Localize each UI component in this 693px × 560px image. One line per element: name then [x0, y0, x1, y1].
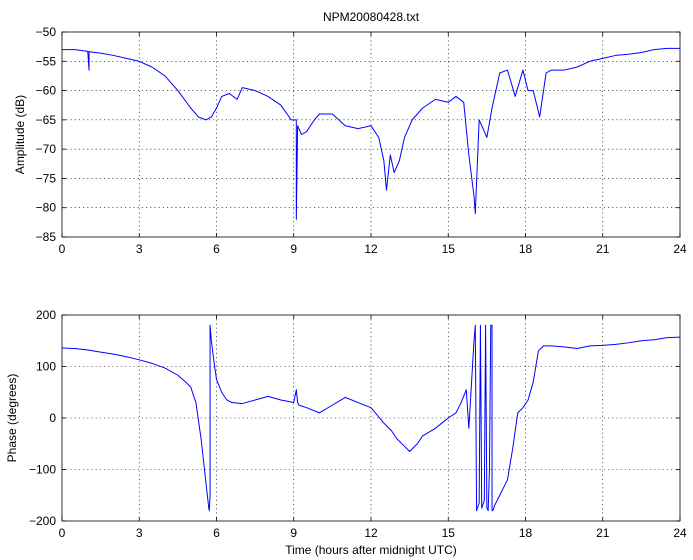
- series-line: [61, 324, 681, 512]
- x-tick-label: 12: [364, 526, 378, 540]
- x-tick-label: 0: [59, 526, 66, 540]
- y-tick-label: −80: [36, 201, 57, 215]
- y-tick-label: 200: [36, 308, 56, 322]
- x-tick-label: 18: [519, 526, 533, 540]
- x-tick-label: 18: [519, 242, 533, 256]
- y-tick-label: −200: [29, 514, 56, 528]
- x-tick-label: 24: [673, 526, 687, 540]
- x-tick-label: 9: [290, 526, 297, 540]
- x-axis-label: Time (hours after midnight UTC): [285, 543, 457, 557]
- x-tick-label: 21: [596, 242, 610, 256]
- x-tick-label: 15: [442, 526, 456, 540]
- x-tick-label: 6: [213, 526, 220, 540]
- x-tick-label: 24: [673, 242, 687, 256]
- y-tick-label: −85: [36, 230, 57, 244]
- y-tick-label: −100: [29, 463, 56, 477]
- x-tick-label: 3: [136, 242, 143, 256]
- figure-title: NPM20080428.txt: [323, 10, 420, 24]
- amplitude-plot: 0 3 6 9 12 15 18 21 24 −85 −80 −75 −70 −65 −60 −55 −50 Am…: [13, 25, 687, 256]
- y-tick-label: 100: [36, 360, 56, 374]
- y-tick-label: −70: [36, 142, 57, 156]
- x-tick-label: 6: [213, 242, 220, 256]
- series-line: [62, 47, 680, 220]
- x-tick-label: 0: [59, 242, 66, 256]
- y-tick-label: −60: [36, 84, 57, 98]
- y-tick-label: −55: [36, 54, 57, 68]
- x-tick-label: 12: [364, 242, 378, 256]
- y-tick-label: −50: [36, 25, 57, 39]
- y-tick-label: −65: [36, 113, 57, 127]
- y-axis-label: Phase (degrees): [5, 374, 19, 463]
- y-axis-label: Amplitude (dB): [13, 95, 27, 174]
- y-tick-label: −75: [36, 171, 57, 185]
- x-tick-label: 3: [136, 526, 143, 540]
- x-tick-label: 15: [442, 242, 456, 256]
- x-tick-label: 9: [290, 242, 297, 256]
- y-tick-label: 0: [49, 411, 56, 425]
- phase-plot: 0 3 6 9 12 15 18 21 24 −200 −100 0 100 200 Phase (degr…: [5, 308, 687, 557]
- x-tick-label: 21: [596, 526, 610, 540]
